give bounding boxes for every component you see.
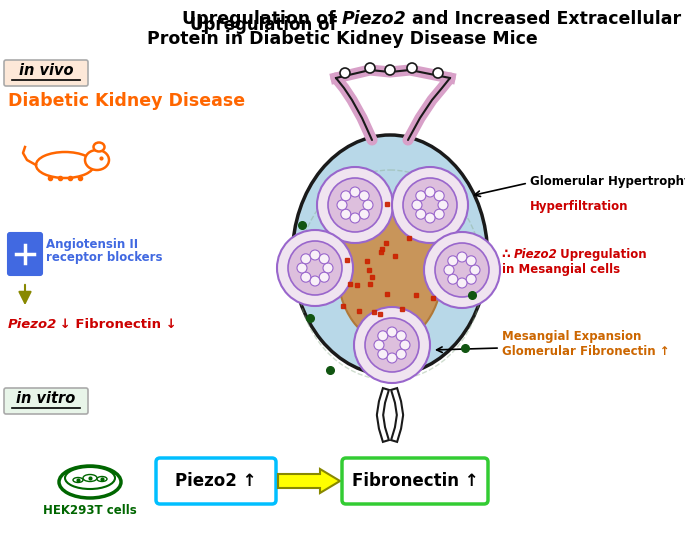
Circle shape: [328, 178, 382, 232]
Circle shape: [378, 331, 388, 341]
Circle shape: [448, 256, 458, 266]
Text: ↓ Fibronectin ↓: ↓ Fibronectin ↓: [55, 318, 177, 331]
Circle shape: [310, 250, 320, 260]
Circle shape: [425, 187, 435, 197]
Ellipse shape: [83, 474, 97, 481]
Text: Upregulation: Upregulation: [556, 248, 647, 261]
Ellipse shape: [292, 135, 488, 375]
Circle shape: [396, 331, 406, 341]
Circle shape: [387, 353, 397, 363]
Circle shape: [416, 209, 426, 219]
Ellipse shape: [85, 150, 109, 170]
Text: Piezo2: Piezo2: [342, 10, 407, 28]
Circle shape: [466, 274, 476, 284]
Text: HEK293T cells: HEK293T cells: [43, 504, 137, 517]
Circle shape: [438, 200, 448, 210]
Text: Piezo2 ↑: Piezo2 ↑: [175, 472, 257, 490]
Circle shape: [365, 318, 419, 372]
Text: Piezo2: Piezo2: [514, 248, 558, 261]
Circle shape: [448, 274, 458, 284]
Ellipse shape: [97, 476, 107, 481]
Ellipse shape: [73, 478, 83, 483]
Circle shape: [323, 263, 333, 273]
Circle shape: [297, 263, 307, 273]
Text: ∴: ∴: [502, 248, 515, 261]
Circle shape: [424, 232, 500, 308]
Circle shape: [341, 191, 351, 201]
Text: Piezo2: Piezo2: [8, 318, 58, 331]
Text: Protein in Diabetic Kidney Disease Mice: Protein in Diabetic Kidney Disease Mice: [147, 30, 537, 48]
Circle shape: [301, 254, 311, 264]
Circle shape: [412, 200, 422, 210]
Text: receptor blockers: receptor blockers: [46, 251, 162, 264]
Circle shape: [374, 340, 384, 350]
Text: in vivo: in vivo: [18, 63, 73, 78]
Circle shape: [319, 254, 329, 264]
Circle shape: [392, 167, 468, 243]
Text: Upregulation of: Upregulation of: [182, 10, 342, 28]
Circle shape: [277, 230, 353, 306]
Circle shape: [337, 200, 347, 210]
FancyBboxPatch shape: [4, 388, 88, 414]
FancyBboxPatch shape: [342, 458, 488, 504]
Text: and Increased Extracellular Matrix: and Increased Extracellular Matrix: [406, 10, 685, 28]
Circle shape: [359, 209, 369, 219]
Circle shape: [340, 68, 350, 78]
Text: Fibronectin ↑: Fibronectin ↑: [351, 472, 478, 490]
Circle shape: [288, 241, 342, 295]
Circle shape: [396, 349, 406, 359]
Ellipse shape: [36, 152, 94, 178]
Circle shape: [301, 272, 311, 282]
Circle shape: [341, 209, 351, 219]
Circle shape: [350, 213, 360, 223]
Text: Diabetic Kidney Disease: Diabetic Kidney Disease: [8, 92, 245, 110]
Circle shape: [378, 349, 388, 359]
FancyBboxPatch shape: [4, 60, 88, 86]
Circle shape: [434, 191, 444, 201]
Polygon shape: [278, 469, 340, 493]
FancyBboxPatch shape: [8, 233, 42, 275]
Circle shape: [310, 276, 320, 286]
Circle shape: [470, 265, 480, 275]
Circle shape: [407, 63, 417, 73]
Circle shape: [350, 187, 360, 197]
Circle shape: [363, 200, 373, 210]
Ellipse shape: [65, 467, 115, 489]
Text: Mesangial Expansion: Mesangial Expansion: [502, 330, 641, 343]
Circle shape: [359, 191, 369, 201]
Circle shape: [457, 278, 467, 288]
Circle shape: [444, 265, 454, 275]
Text: in vitro: in vitro: [16, 391, 75, 406]
Circle shape: [403, 178, 457, 232]
Circle shape: [385, 65, 395, 75]
Circle shape: [319, 272, 329, 282]
Circle shape: [400, 340, 410, 350]
Ellipse shape: [338, 197, 443, 342]
Circle shape: [435, 243, 489, 297]
Text: Upregulation of: Upregulation of: [190, 16, 342, 33]
Text: Hyperfiltration: Hyperfiltration: [530, 200, 629, 213]
FancyBboxPatch shape: [156, 458, 276, 504]
Circle shape: [457, 252, 467, 262]
Circle shape: [354, 307, 430, 383]
Text: Angiotensin II: Angiotensin II: [46, 238, 138, 251]
Circle shape: [416, 191, 426, 201]
Circle shape: [317, 167, 393, 243]
Text: in Mesangial cells: in Mesangial cells: [502, 263, 620, 276]
Circle shape: [433, 68, 443, 78]
Text: Glomerular Hypertrophy: Glomerular Hypertrophy: [530, 175, 685, 188]
Circle shape: [425, 213, 435, 223]
Ellipse shape: [93, 142, 105, 151]
Circle shape: [387, 327, 397, 337]
Circle shape: [466, 256, 476, 266]
Ellipse shape: [59, 466, 121, 498]
Circle shape: [365, 63, 375, 73]
Circle shape: [434, 209, 444, 219]
Text: Glomerular Fibronectin ↑: Glomerular Fibronectin ↑: [502, 345, 670, 358]
